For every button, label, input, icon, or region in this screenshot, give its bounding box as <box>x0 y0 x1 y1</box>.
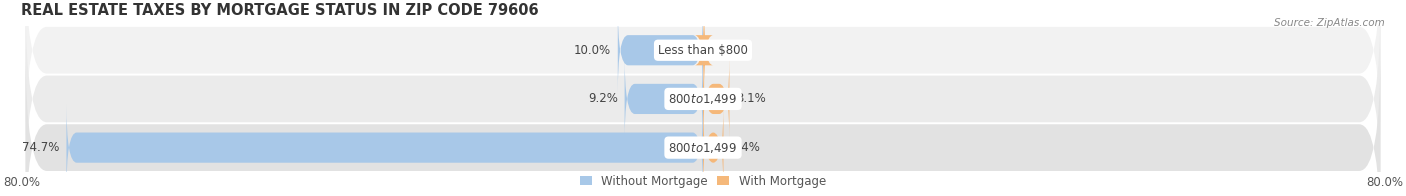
Text: 10.0%: 10.0% <box>574 44 612 57</box>
FancyBboxPatch shape <box>695 7 713 93</box>
Text: Source: ZipAtlas.com: Source: ZipAtlas.com <box>1274 18 1385 28</box>
Text: 0.22%: 0.22% <box>711 44 749 57</box>
Text: 2.4%: 2.4% <box>730 141 761 154</box>
FancyBboxPatch shape <box>25 0 1381 149</box>
Text: 9.2%: 9.2% <box>588 93 617 105</box>
Legend: Without Mortgage, With Mortgage: Without Mortgage, With Mortgage <box>575 170 831 192</box>
FancyBboxPatch shape <box>703 104 724 191</box>
FancyBboxPatch shape <box>703 56 730 142</box>
FancyBboxPatch shape <box>25 49 1381 196</box>
Text: REAL ESTATE TAXES BY MORTGAGE STATUS IN ZIP CODE 79606: REAL ESTATE TAXES BY MORTGAGE STATUS IN … <box>21 3 538 18</box>
Text: 74.7%: 74.7% <box>22 141 59 154</box>
FancyBboxPatch shape <box>25 1 1381 196</box>
FancyBboxPatch shape <box>624 56 703 142</box>
Text: Less than $800: Less than $800 <box>658 44 748 57</box>
Text: $800 to $1,499: $800 to $1,499 <box>668 92 738 106</box>
FancyBboxPatch shape <box>66 104 703 191</box>
FancyBboxPatch shape <box>617 7 703 93</box>
Text: 3.1%: 3.1% <box>737 93 766 105</box>
Text: $800 to $1,499: $800 to $1,499 <box>668 141 738 155</box>
